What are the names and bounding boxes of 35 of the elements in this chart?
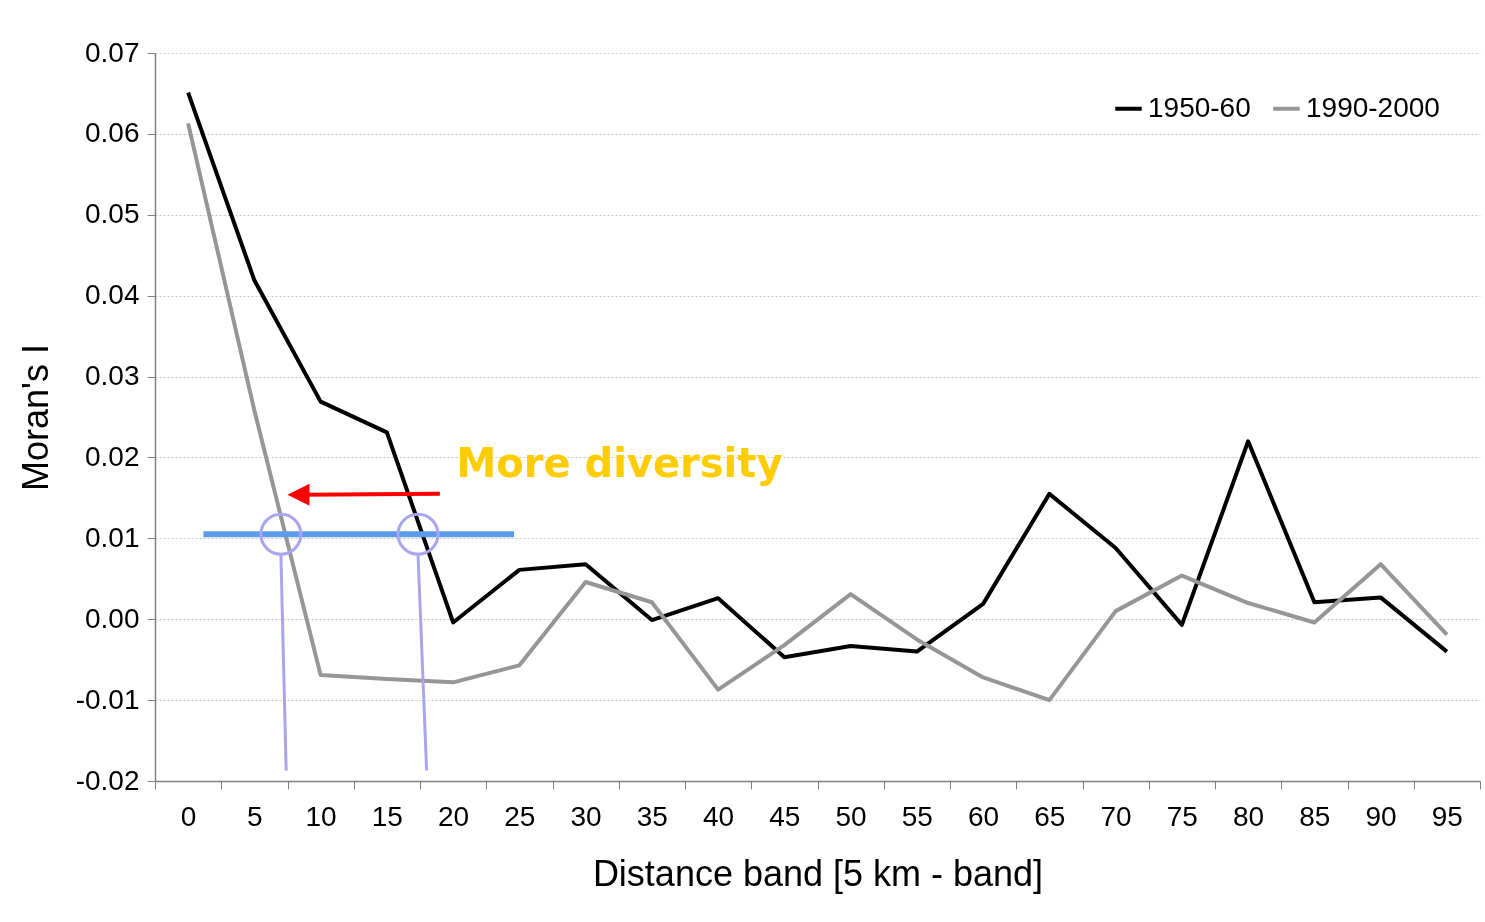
x-tick-label: 85	[1299, 800, 1331, 832]
x-tick-label: 70	[1100, 800, 1132, 832]
x-tick-label: 0	[180, 800, 197, 832]
x-tick-label: 35	[636, 800, 668, 832]
x-tick-label: 60	[968, 800, 1000, 832]
x-tick-label: 75	[1166, 800, 1198, 832]
y-tick-label: 0.03	[85, 360, 140, 392]
y-tick-label: 0.00	[85, 602, 140, 634]
x-tick-label: 5	[247, 800, 263, 832]
y-tick-label: 0.06	[85, 117, 140, 149]
y-tick-label: 0.04	[85, 279, 140, 311]
legend-label: 1950-60	[1148, 91, 1251, 123]
x-tick-label: 90	[1365, 800, 1397, 832]
x-tick-label: 45	[769, 800, 801, 832]
legend-label: 1990-2000	[1306, 91, 1440, 123]
y-tick-label: -0.01	[75, 683, 140, 715]
x-tick-label: 40	[703, 800, 735, 832]
y-tick-label: 0.01	[85, 521, 140, 553]
y-axis-title: Moran's I	[14, 344, 56, 491]
x-tick-label: 80	[1233, 800, 1265, 832]
x-tick-label: 50	[835, 800, 867, 832]
y-tick-label: 0.07	[85, 36, 140, 68]
x-tick-label: 20	[438, 800, 470, 832]
x-tick-label: 55	[901, 800, 933, 832]
x-tick-label: 30	[570, 800, 602, 832]
x-tick-label: 95	[1431, 800, 1463, 832]
y-tick-label: 0.05	[85, 198, 140, 230]
x-tick-label: 65	[1034, 800, 1066, 832]
y-tick-label: 0.02	[85, 440, 140, 472]
x-tick-label: 15	[371, 800, 403, 832]
annotation: More diversity	[456, 440, 783, 487]
y-tick-label: -0.02	[75, 764, 140, 796]
x-axis-title: Distance band [5 km - band]	[592, 852, 1044, 894]
x-tick-label: 25	[504, 800, 536, 832]
x-tick-label: 10	[305, 800, 337, 832]
